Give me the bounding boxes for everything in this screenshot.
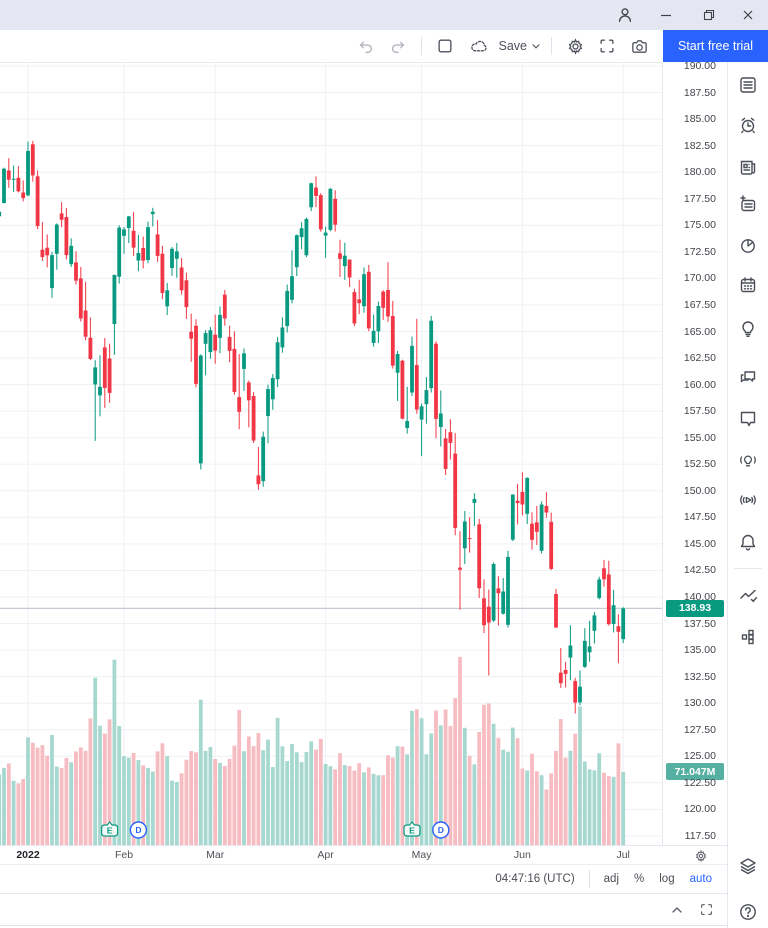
close-button[interactable] xyxy=(731,3,765,27)
scale-mode-%[interactable]: % xyxy=(634,873,645,885)
price-tick-label: 180.00 xyxy=(683,166,716,179)
save-menu[interactable]: Save xyxy=(463,33,543,59)
price-tick-label: 132.50 xyxy=(683,670,716,683)
price-tick-label: 120.00 xyxy=(683,803,716,816)
redo-icon[interactable] xyxy=(385,33,411,59)
object-tree-icon[interactable] xyxy=(738,627,758,647)
scale-mode-auto[interactable]: auto xyxy=(689,873,712,885)
dividend-marker[interactable]: D xyxy=(129,821,148,839)
clock-utc[interactable]: 04:47:16 (UTC) xyxy=(495,873,575,885)
chevron-down-icon[interactable] xyxy=(530,40,542,52)
time-scale[interactable]: 2022 Feb Mar Apr May Jun Jul xyxy=(0,845,728,865)
price-tick-label: 157.50 xyxy=(683,405,716,418)
notes-icon[interactable] xyxy=(738,194,758,214)
price-tick-label: 117.50 xyxy=(684,829,716,842)
expand-pane-chevron-icon[interactable] xyxy=(669,902,685,918)
fullscreen-icon[interactable] xyxy=(594,33,620,59)
price-tick-label: 162.50 xyxy=(683,352,716,365)
alerts-clock-icon[interactable] xyxy=(738,115,758,135)
layout-icon[interactable] xyxy=(432,33,458,59)
data-window-icon[interactable] xyxy=(738,585,758,605)
snapshot-icon[interactable] xyxy=(626,33,652,59)
help-icon[interactable] xyxy=(738,902,758,922)
time-settings-gear-icon[interactable] xyxy=(692,847,710,865)
live-icon[interactable] xyxy=(738,490,758,510)
price-tick-label: 130.00 xyxy=(683,697,716,710)
price-tick-label: 170.00 xyxy=(683,272,716,285)
time-tick-label: 2022 xyxy=(16,849,40,861)
time-tick-label: Apr xyxy=(317,849,334,861)
dividend-marker[interactable]: D xyxy=(432,821,450,839)
earnings-marker[interactable]: E xyxy=(101,821,119,837)
layers-icon[interactable] xyxy=(738,856,758,876)
price-tick-label: 185.00 xyxy=(683,113,716,126)
scale-mode-adj[interactable]: adj xyxy=(603,873,620,885)
price-tick-label: 127.50 xyxy=(683,723,716,736)
time-tick-label: May xyxy=(411,849,432,861)
svg-text:D: D xyxy=(135,825,141,835)
save-label[interactable]: Save xyxy=(498,39,528,53)
price-tick-label: 155.00 xyxy=(683,431,716,444)
price-tick-label: 125.00 xyxy=(683,750,716,763)
ideas-icon[interactable] xyxy=(738,317,758,337)
account-icon[interactable] xyxy=(608,3,642,27)
earnings-marker[interactable]: E xyxy=(403,821,421,837)
sidebar-divider xyxy=(734,568,762,569)
window-titlebar xyxy=(0,0,768,30)
price-tick-label: 152.50 xyxy=(683,458,716,471)
price-tick-label: 147.50 xyxy=(683,511,716,524)
time-tick-label: Mar xyxy=(206,849,225,861)
maximize-pane-icon[interactable] xyxy=(699,902,714,917)
status-bar: 04:47:16 (UTC) adj% log auto xyxy=(0,864,728,893)
settings-icon[interactable] xyxy=(562,33,588,59)
price-tick-label: 145.00 xyxy=(683,537,716,550)
price-tick-label: 160.00 xyxy=(683,378,716,391)
price-tick-label: 177.50 xyxy=(683,192,716,205)
streams-icon[interactable] xyxy=(738,450,758,470)
price-tick-label: 190.00 xyxy=(683,60,716,72)
svg-text:D: D xyxy=(438,825,444,835)
start-free-trial-button[interactable]: Start free trial xyxy=(663,30,768,62)
time-tick-label: Jul xyxy=(616,849,630,861)
chats-icon[interactable] xyxy=(738,367,758,387)
price-tick-label: 167.50 xyxy=(683,298,716,311)
price-tick-label: 175.00 xyxy=(683,219,716,232)
price-tick-label: 137.50 xyxy=(683,617,716,630)
price-tick-label: 142.50 xyxy=(683,564,716,577)
price-scale[interactable]: 138.93 71.047M 190.00 187.50 185.00 182.50 1… xyxy=(662,60,729,845)
comments-icon[interactable] xyxy=(738,408,758,428)
chart-toolbar: Save Start free trial xyxy=(0,30,768,63)
time-tick-label: Feb xyxy=(114,849,134,861)
price-tick-label: 150.00 xyxy=(683,484,716,497)
last-price-badge: 138.93 xyxy=(666,599,724,617)
right-sidebar xyxy=(727,62,768,928)
price-tick-label: 187.50 xyxy=(683,86,716,99)
price-tick-label: 165.00 xyxy=(683,325,716,338)
notifications-bell-icon[interactable] xyxy=(738,532,758,552)
scale-mode-log[interactable]: log xyxy=(659,873,675,885)
news-icon[interactable] xyxy=(738,157,758,177)
calendar-icon[interactable] xyxy=(738,275,758,295)
watchlist-icon[interactable] xyxy=(738,75,758,95)
time-tick-label: Jun xyxy=(513,849,531,861)
price-tick-label: 172.50 xyxy=(683,245,716,258)
undo-icon[interactable] xyxy=(353,33,379,59)
price-tick-label: 122.50 xyxy=(683,776,716,789)
minimize-button[interactable] xyxy=(649,3,683,27)
volume-badge: 71.047M xyxy=(666,763,724,781)
chart-pane: E D E D 138.93 71.047M 190.00 187.50 185.00 18… xyxy=(0,60,729,845)
restore-button[interactable] xyxy=(692,3,726,27)
price-tick-label: 140.00 xyxy=(683,591,716,603)
price-tick-label: 135.00 xyxy=(683,644,716,657)
hotlists-icon[interactable] xyxy=(738,235,758,255)
bottom-pane-stub xyxy=(0,893,728,926)
cloud-save-icon[interactable] xyxy=(466,33,492,59)
svg-text:E: E xyxy=(409,825,415,835)
svg-text:E: E xyxy=(107,825,113,835)
price-tick-label: 182.50 xyxy=(683,139,716,152)
